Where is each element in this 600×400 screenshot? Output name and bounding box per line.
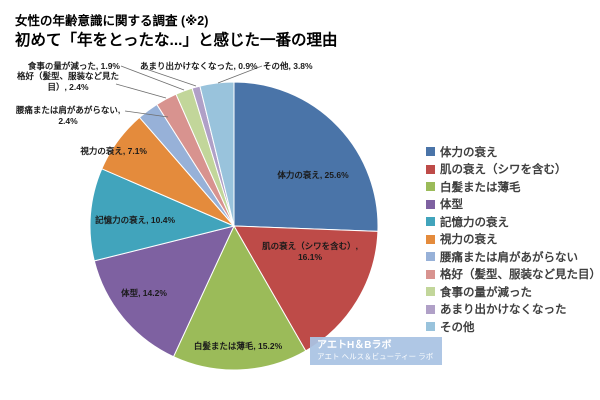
legend-swatch <box>426 199 435 209</box>
legend-label: 視力の衰え <box>440 234 498 247</box>
legend-label: 食事の量が減った <box>440 286 532 299</box>
pie-label-1: 肌の衰え（シワを含む）, 16.1% <box>262 241 358 263</box>
watermark-line2: アエト ヘルス＆ビューティー ラボ <box>317 352 434 361</box>
watermark-line1: アエトH＆Bラボ <box>317 340 392 351</box>
legend-label: 白髪または薄毛 <box>440 181 521 194</box>
legend-item-2: 白髪または薄毛 <box>426 178 600 196</box>
legend-item-10: その他 <box>426 318 600 336</box>
pie-label-4: 記憶力の衰え, 10.4% <box>95 215 175 225</box>
legend-item-8: 食事の量が減った <box>426 283 600 301</box>
legend-item-4: 記憶力の衰え <box>426 213 600 231</box>
label-leader-line <box>145 68 197 87</box>
survey-note: 女性の年齢意識に関する調査 (※2) <box>15 14 209 28</box>
legend-swatch <box>426 322 435 332</box>
legend-item-6: 腰痛または肩があがらない <box>426 248 600 266</box>
legend-swatch <box>426 217 435 227</box>
pie-label-2: 白髪または薄毛, 15.2% <box>193 341 283 351</box>
legend-label: あまり出かけなくなった <box>440 304 567 317</box>
legend-swatch <box>426 269 435 279</box>
pie-label-8: 食事の量が減った, 1.9% <box>27 61 120 71</box>
label-leader-line <box>115 83 167 99</box>
chart-title: 初めて「年をとったな...」と感じた一番の理由 <box>15 32 338 49</box>
legend-swatch <box>426 147 435 157</box>
chart-legend: 体力の衰え肌の衰え（シワを含む） 白髪または薄毛 体型記憶力の衰え 視力の衰え腰痛また… <box>426 143 600 336</box>
pie-label-10: その他, 3.8% <box>263 61 313 71</box>
legend-item-1: 肌の衰え（シワを含む） <box>426 161 600 179</box>
legend-item-7: 格好（髪型、服装など見た目） <box>426 266 600 284</box>
legend-item-9: あまり出かけなくなった <box>426 301 600 319</box>
legend-label: 体型 <box>440 199 463 212</box>
legend-label: 肌の衰え（シワを含む） <box>440 164 567 177</box>
legend-label: 体力の衰え <box>440 146 498 159</box>
legend-swatch <box>426 252 435 262</box>
pie-slice-4 <box>89 168 236 262</box>
pie-label-5: 視力の衰え, 7.1% <box>80 146 147 156</box>
pie-slice-0 <box>233 81 379 232</box>
pie-slice-2 <box>172 224 307 371</box>
legend-swatch <box>426 164 435 174</box>
pie-label-7: 格好（髪型、服装など見た目）, 2.4% <box>16 71 119 93</box>
pie-label-9: あまり出かけなくなった, 0.9% <box>140 61 258 71</box>
label-leader-line <box>217 65 263 84</box>
pie-slice-3 <box>93 225 235 358</box>
legend-item-0: 体力の衰え <box>426 143 600 161</box>
legend-swatch <box>426 234 435 244</box>
pie-label-3: 体型, 14.2% <box>121 288 167 298</box>
legend-swatch <box>426 304 435 314</box>
legend-swatch <box>426 287 435 297</box>
legend-label: 腰痛または肩があがらない <box>440 251 578 264</box>
pie-label-0: 体力の衰え, 25.6% <box>277 170 349 180</box>
label-leader-line <box>124 110 169 118</box>
watermark: アエトH＆Bラボ アエト ヘルス＆ビューティー ラボ <box>310 337 442 365</box>
legend-swatch <box>426 182 435 192</box>
legend-label: その他 <box>440 321 475 334</box>
legend-label: 記憶力の衰え <box>440 216 509 229</box>
legend-item-3: 体型 <box>426 196 600 214</box>
pie-slice-10 <box>199 81 235 227</box>
legend-item-5: 視力の衰え <box>426 231 600 249</box>
pie-label-6: 腰痛または肩があがらない, 2.4% <box>15 105 121 127</box>
label-leader-line <box>120 65 185 91</box>
legend-label: 格好（髪型、服装など見た目） <box>440 269 600 282</box>
